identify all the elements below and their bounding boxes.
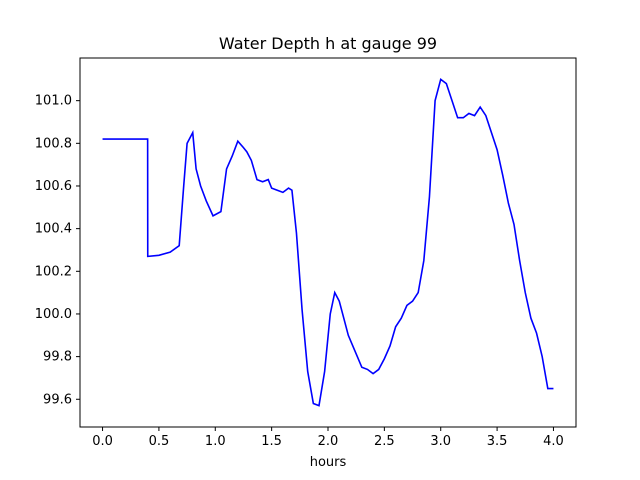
y-tick-label: 101.0 (35, 94, 72, 109)
y-tick-label: 100.6 (35, 179, 72, 194)
y-tick-label: 99.6 (43, 392, 72, 407)
y-tick-label: 100.0 (35, 307, 72, 322)
x-tick-label: 0.5 (149, 434, 170, 449)
y-tick-label: 99.8 (43, 350, 72, 365)
y-axis: 99.6 99.8 100.0 100.2 100.4 100.6 100.8 101.0 (35, 94, 80, 407)
series-line (102, 77, 554, 407)
x-tick-label: 1.5 (261, 434, 282, 449)
x-axis-label: hours (310, 455, 347, 470)
x-axis: 0.0 0.5 1.0 1.5 2.0 2.5 3.0 3.5 4.0 (92, 427, 564, 449)
chart-title: Water Depth h at gauge 99 (219, 34, 437, 53)
x-tick-label: 1.0 (205, 434, 226, 449)
x-tick-label: 4.0 (543, 434, 564, 449)
plot-area (79, 57, 577, 428)
x-tick-label: 2.0 (318, 434, 339, 449)
x-tick-label: 2.5 (374, 434, 395, 449)
y-tick-label: 100.2 (35, 264, 72, 279)
x-tick-label: 3.5 (487, 434, 508, 449)
x-tick-label: 3.0 (430, 434, 451, 449)
x-tick-label: 0.0 (92, 434, 113, 449)
y-tick-label: 100.4 (35, 222, 72, 237)
y-tick-label: 100.8 (35, 136, 72, 151)
